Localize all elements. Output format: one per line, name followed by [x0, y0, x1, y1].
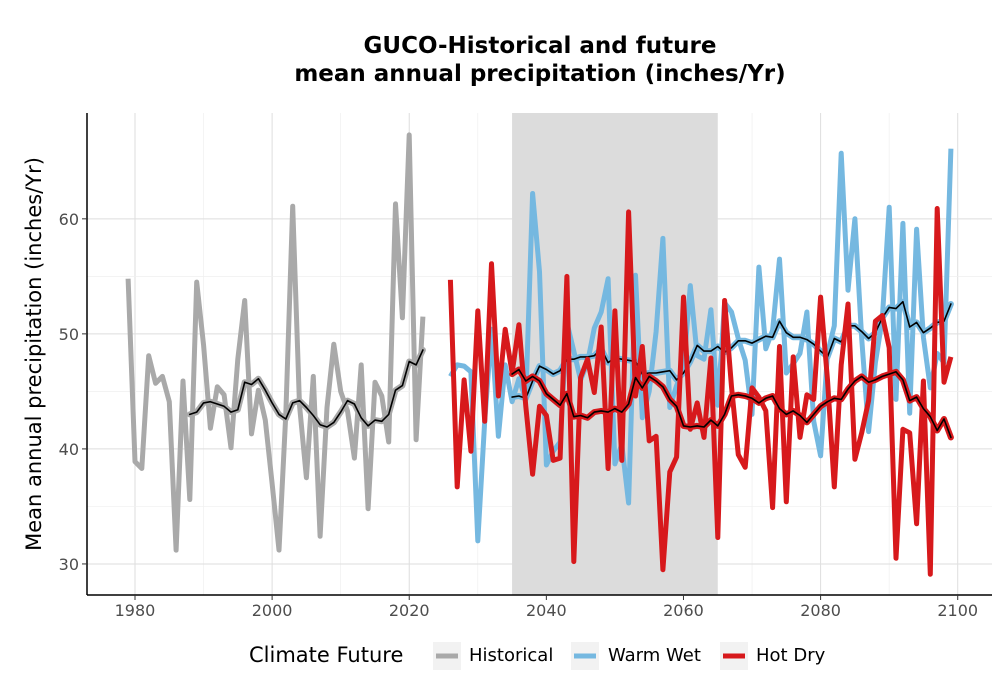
y-tick-label: 30 [59, 555, 79, 574]
tick-layer: 1980 2000 2020 2040 2060 2080 2100 30 40 50 60 [59, 210, 978, 620]
legend-label-warm-wet: Warm Wet [608, 645, 701, 666]
x-tick-label: 2100 [937, 601, 978, 620]
chart-title-line-2: mean annual precipitation (inches/Yr) [294, 61, 785, 87]
series-line-hot-dry [447, 206, 954, 577]
y-tick-label: 60 [59, 210, 79, 229]
series-line-warm-wet-rolling-mean [511, 300, 952, 400]
x-tick-label: 2080 [800, 601, 841, 620]
x-tick-label: 2000 [252, 601, 293, 620]
series-layer [125, 132, 954, 577]
legend-label-hot-dry: Hot Dry [756, 645, 826, 666]
series-line-historical [125, 132, 426, 553]
legend: Climate Future Historical Warm Wet Hot D… [249, 642, 826, 670]
legend-label-historical: Historical [469, 645, 553, 666]
y-tick-label: 50 [59, 325, 79, 344]
x-tick-label: 1980 [115, 601, 156, 620]
series-line-hot-dry-rolling-mean [511, 368, 952, 439]
legend-title: Climate Future [249, 643, 403, 667]
y-tick-label: 40 [59, 440, 79, 459]
x-tick-label: 2020 [389, 601, 430, 620]
series-line-historical-rolling-mean [189, 349, 424, 428]
chart-title-line-1: GUCO-Historical and future [364, 33, 717, 59]
y-axis-title: Mean annual precipitation (inches/Yr) [22, 157, 46, 551]
x-tick-label: 2040 [526, 601, 567, 620]
x-tick-label: 2060 [663, 601, 704, 620]
